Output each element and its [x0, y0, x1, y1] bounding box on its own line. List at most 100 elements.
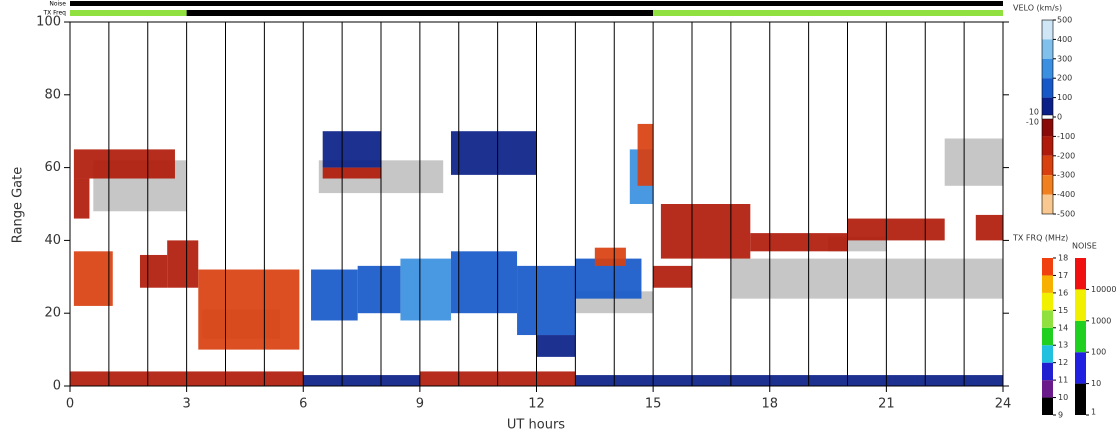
txfreq-tick-label: 9: [1058, 411, 1063, 420]
y-tick-label: 0: [53, 379, 61, 394]
velo-band: [1042, 155, 1053, 176]
noise-label: Noise: [49, 1, 66, 8]
velo-tick-label: 0: [1057, 113, 1062, 122]
txfreq-tick-label: 15: [1058, 306, 1068, 315]
x-tick-label: 12: [528, 397, 545, 412]
velo-band: [1042, 58, 1053, 79]
velocity-patch: [450, 131, 537, 175]
velo-title: VELO (km/s): [1013, 4, 1062, 13]
velocity-patch: [400, 258, 451, 321]
velocity-patch: [167, 240, 199, 288]
x-tick-label: 24: [995, 397, 1012, 412]
x-tick-label: 18: [761, 397, 778, 412]
zero-band: [1041, 114, 1054, 120]
txfreq-tick-label: 11: [1058, 376, 1068, 385]
x-tick-label: 3: [182, 397, 190, 412]
velocity-patch: [975, 214, 1003, 241]
noise-bar: [70, 1, 1003, 6]
txfreq-band: [1042, 327, 1053, 346]
txfreq-band: [1042, 362, 1053, 381]
velocity-patch: [517, 265, 576, 336]
velo-tick-label: 400: [1057, 35, 1072, 44]
velo-band: [1042, 78, 1053, 98]
noise-band: [1075, 289, 1086, 321]
velocity-patch: [198, 269, 300, 350]
velo-band: [1042, 97, 1053, 117]
velocity-patch: [575, 375, 1003, 386]
x-tick-label: 15: [645, 397, 662, 412]
txfreq-band: [1042, 380, 1053, 398]
velo-tick-label: -400: [1057, 190, 1075, 199]
noise-band: [1075, 383, 1086, 415]
txfreq-title: TX FRQ (MHz): [1012, 234, 1068, 243]
velo-tick-label: -500: [1057, 210, 1075, 219]
ground-scatter: [944, 138, 1003, 186]
velocity-patch: [660, 204, 751, 259]
velo-tick-label: -100: [1057, 132, 1075, 141]
txfreq-band: [1042, 397, 1053, 415]
velo-zero-label: -10: [1026, 118, 1039, 127]
y-axis-label: Range Gate: [11, 167, 26, 243]
velocity-patch: [637, 123, 654, 186]
velocity-patch: [536, 335, 576, 357]
txfreq-band: [1042, 292, 1053, 311]
noise-title: NOISE: [1072, 242, 1097, 251]
y-tick-label: 100: [36, 15, 61, 30]
y-tick-label: 20: [44, 306, 61, 321]
ground-scatter: [730, 258, 1003, 299]
x-tick-label: 0: [66, 397, 74, 412]
txfreq-tick-label: 12: [1058, 358, 1068, 367]
noise-tick-label: 1: [1091, 408, 1096, 417]
velo-zero-label: 10: [1029, 108, 1039, 117]
txfreq-band: [1042, 275, 1053, 293]
txfreq-band: [1042, 258, 1053, 276]
velocity-patch: [139, 254, 168, 288]
x-tick-label: 9: [416, 397, 424, 412]
velocity-patch: [73, 251, 113, 306]
x-axis-label: UT hours: [507, 418, 565, 433]
velocity-patch: [73, 149, 175, 179]
txfreq-bar: [186, 10, 654, 16]
txfreq-tick-label: 16: [1058, 288, 1068, 297]
noise-tick-label: 10: [1091, 379, 1101, 388]
velo-tick-label: -300: [1057, 171, 1075, 180]
velo-band: [1042, 39, 1053, 59]
velo-band: [1042, 20, 1053, 40]
txfreq-band: [1042, 345, 1053, 363]
y-tick-label: 40: [44, 233, 61, 248]
txfreq-bar: [653, 10, 1003, 16]
noise-tick-label: 1000: [1091, 316, 1111, 325]
noise-band: [1075, 258, 1086, 290]
velocity-patch: [357, 265, 401, 314]
velo-band: [1042, 117, 1053, 137]
txfreq-bar: [70, 10, 187, 16]
velo-tick-label: -200: [1057, 151, 1075, 160]
txfreq-label: TX Freq: [42, 10, 66, 17]
velocity-patch: [847, 218, 945, 241]
noise-tick-label: 100: [1091, 348, 1106, 357]
velo-tick-label: 300: [1057, 54, 1072, 63]
y-tick-label: 80: [44, 87, 61, 102]
x-tick-label: 21: [878, 397, 895, 412]
noise-band: [1075, 352, 1086, 384]
velo-band: [1042, 175, 1053, 195]
velocity-patch: [450, 251, 518, 314]
velocity-patch: [303, 375, 420, 386]
velocity-patch: [653, 265, 692, 288]
velo-tick-label: 200: [1057, 74, 1072, 83]
txfreq-tick-label: 13: [1058, 341, 1068, 350]
velocity-patch: [311, 269, 358, 321]
txfreq-tick-label: 14: [1058, 323, 1068, 332]
x-tick-label: 6: [299, 397, 307, 412]
txfreq-tick-label: 10: [1058, 393, 1068, 402]
velo-band: [1042, 136, 1053, 156]
velocity-patch: [322, 167, 381, 179]
velo-band: [1042, 194, 1053, 214]
velocity-patch: [322, 131, 381, 168]
velo-tick-label: 100: [1057, 93, 1072, 102]
velocity-patch: [594, 247, 626, 266]
noise-band: [1075, 320, 1086, 353]
txfreq-band: [1042, 310, 1053, 328]
txfreq-tick-label: 17: [1058, 271, 1068, 280]
